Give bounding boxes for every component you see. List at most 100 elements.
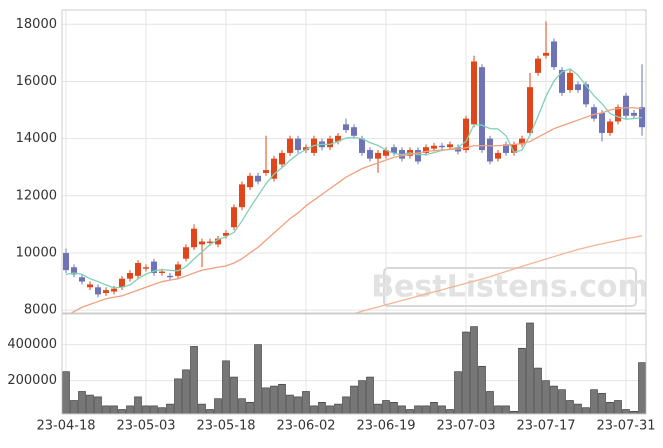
volume-bar	[486, 391, 494, 415]
volume-bar	[318, 401, 326, 415]
candle-body	[615, 107, 621, 122]
candle-body	[599, 112, 605, 133]
candle-body	[559, 70, 565, 93]
candle-body	[207, 241, 213, 243]
volume-bar	[414, 405, 422, 415]
candle-body	[383, 150, 389, 156]
x-tick-label: 23-06-02	[276, 419, 335, 434]
y-tick-label: 18000	[16, 17, 57, 32]
candle-body	[239, 184, 245, 208]
volume-bar	[206, 409, 214, 415]
candle-body	[567, 72, 573, 91]
candle-body	[431, 145, 437, 149]
volume-bar	[102, 405, 110, 415]
candle-body	[463, 118, 469, 151]
candle-body	[151, 261, 157, 273]
volume-bar	[358, 380, 366, 415]
volume-bar	[398, 405, 406, 415]
volume-bar	[134, 396, 142, 415]
volume-bar	[118, 409, 126, 415]
candle-body	[87, 284, 93, 288]
volume-bar	[518, 347, 526, 415]
moving-average-line	[353, 235, 643, 313]
candle-body	[327, 138, 333, 148]
y-tick-label: 8000	[24, 303, 57, 318]
candle-body	[63, 252, 69, 271]
candle-body	[519, 138, 525, 145]
candle-body	[439, 145, 445, 148]
volume-bar	[502, 405, 510, 415]
volume-bar	[158, 407, 166, 415]
candle-body	[495, 152, 501, 159]
candle-body	[279, 152, 285, 165]
candle-body	[103, 290, 109, 293]
volume-bar	[478, 365, 486, 415]
volume-bar	[270, 385, 278, 415]
candle-body	[255, 175, 261, 182]
x-tick-label: 23-05-18	[196, 419, 255, 434]
candle-body	[295, 138, 301, 151]
volume-bar	[238, 398, 246, 415]
candle-body	[575, 84, 581, 91]
volume-bar	[286, 394, 294, 415]
y-tick-label: 16000	[16, 74, 57, 89]
volume-bar	[582, 407, 590, 415]
candle-body	[351, 127, 357, 136]
volume-bar	[542, 380, 550, 415]
volume-bar	[70, 400, 78, 415]
x-tick-label: 23-07-17	[516, 419, 575, 434]
volume-bar	[86, 394, 94, 415]
volume-bar	[166, 403, 174, 415]
volume-bar	[230, 376, 238, 415]
candle-body	[543, 52, 549, 56]
candle-body	[503, 144, 509, 153]
candle-body	[95, 287, 101, 295]
volume-bar	[470, 326, 478, 415]
volume-bar	[126, 405, 134, 415]
volume-bar	[198, 403, 206, 415]
volume-bar	[142, 405, 150, 415]
candle-body	[479, 67, 485, 151]
volume-bar	[614, 400, 622, 415]
candle-body	[623, 95, 629, 116]
volume-bar	[382, 400, 390, 415]
moving-average-line	[65, 68, 643, 289]
x-tick-label: 23-07-03	[436, 419, 495, 434]
candle-body	[607, 121, 613, 133]
volume-bar	[214, 398, 222, 415]
candle-body	[119, 278, 125, 288]
volume-bar	[182, 369, 190, 415]
volume-bar	[566, 400, 574, 415]
y-tick-label: 12000	[16, 188, 57, 203]
candle-body	[631, 112, 637, 116]
volume-bar	[558, 389, 566, 415]
x-tick-label: 23-07-31	[596, 419, 655, 434]
volume-bar	[574, 403, 582, 415]
volume-bar	[62, 371, 70, 415]
watermark-box	[383, 267, 637, 307]
volume-bar	[526, 322, 534, 415]
volume-bar	[310, 405, 318, 415]
volume-bar	[494, 405, 502, 415]
candle-body	[191, 228, 197, 248]
volume-bar	[350, 385, 358, 415]
volume-bar	[454, 371, 462, 415]
x-tick-label: 23-05-03	[116, 419, 175, 434]
candle-body	[639, 107, 645, 128]
volume-bar	[254, 344, 262, 415]
y-tick-label: 10000	[16, 245, 57, 260]
volume-bar	[406, 409, 414, 415]
volume-bar	[598, 392, 606, 415]
volume-bar	[174, 378, 182, 415]
volume-bar	[342, 396, 350, 415]
volume-bar	[534, 367, 542, 415]
candle-body	[79, 277, 85, 282]
watermark: BestListens.com	[371, 270, 649, 305]
candle-body	[343, 124, 349, 131]
candle-body	[111, 288, 117, 292]
candle-body	[167, 275, 173, 278]
candle-body	[551, 41, 557, 68]
candle-body	[199, 241, 205, 245]
